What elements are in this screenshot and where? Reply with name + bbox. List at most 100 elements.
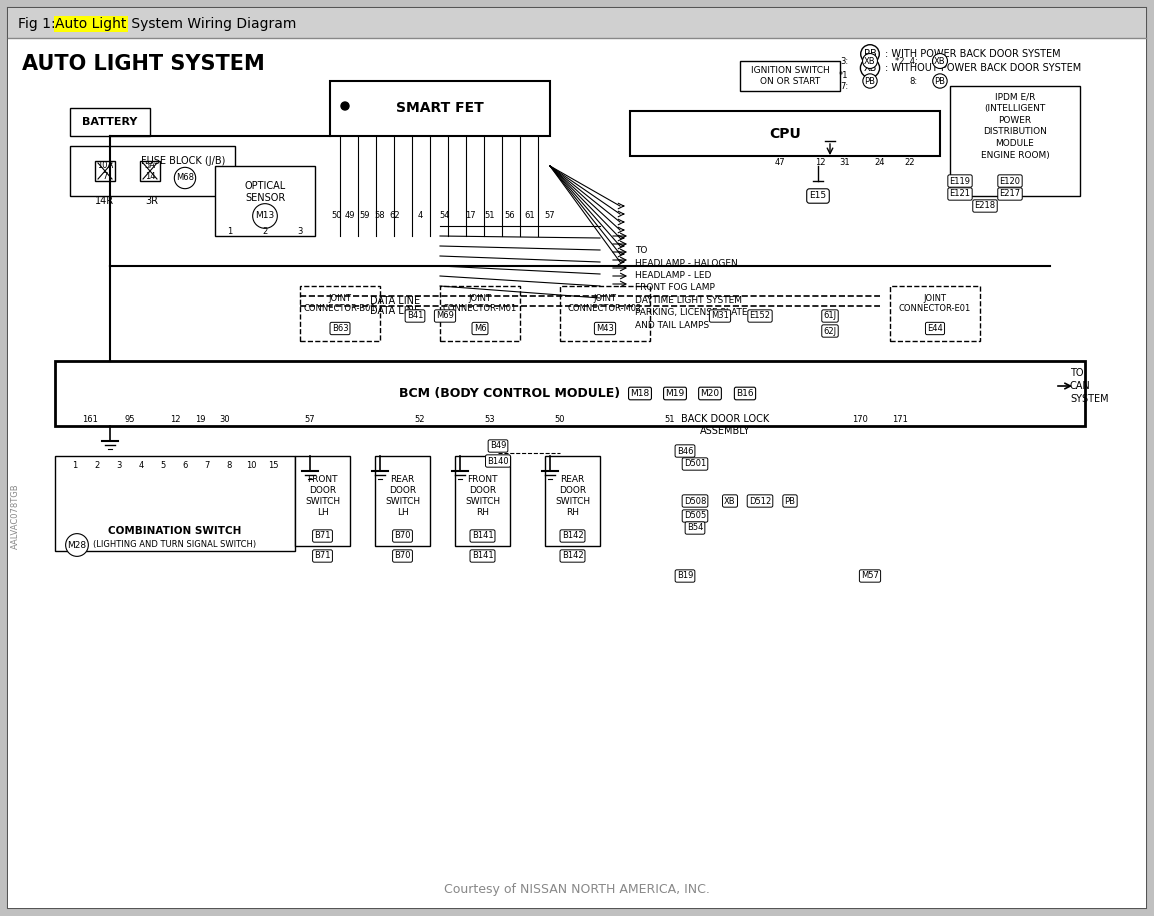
Text: PB: PB: [785, 496, 795, 506]
Text: JOINT
CONNECTOR-E01: JOINT CONNECTOR-E01: [899, 294, 972, 313]
Text: *2  4:: *2 4:: [896, 57, 917, 66]
Text: 50: 50: [331, 212, 343, 221]
Bar: [70, 108, 150, 136]
Text: B54: B54: [687, 524, 703, 532]
Bar: [455, 456, 510, 546]
Text: 57: 57: [545, 212, 555, 221]
Text: M43: M43: [597, 324, 614, 333]
Bar: [295, 456, 350, 546]
Text: 3R: 3R: [145, 196, 158, 206]
Text: AUTO LIGHT SYSTEM: AUTO LIGHT SYSTEM: [22, 54, 264, 74]
Text: 50: 50: [555, 415, 565, 424]
Bar: [215, 166, 315, 236]
Bar: [740, 61, 840, 91]
Text: M19: M19: [666, 389, 684, 398]
Text: SMART FET: SMART FET: [396, 102, 484, 115]
Text: REAR
DOOR
SWITCH
RH: REAR DOOR SWITCH RH: [555, 474, 590, 518]
Text: 4: 4: [138, 461, 143, 470]
Text: 17: 17: [465, 212, 475, 221]
Text: B63: B63: [331, 324, 349, 333]
Text: REAR
DOOR
SWITCH
LH: REAR DOOR SWITCH LH: [385, 474, 420, 518]
Text: JOINT
CONNECTOR-B01: JOINT CONNECTOR-B01: [304, 294, 376, 313]
Text: Fig 1:: Fig 1:: [18, 17, 60, 31]
Text: Courtesy of NISSAN NORTH AMERICA, INC.: Courtesy of NISSAN NORTH AMERICA, INC.: [444, 883, 710, 896]
Text: 171: 171: [892, 415, 908, 424]
Text: XB: XB: [725, 496, 736, 506]
Text: M20: M20: [700, 389, 720, 398]
Text: 1: 1: [73, 461, 77, 470]
Text: 10A
7: 10A 7: [97, 161, 113, 180]
Text: DATA LINE: DATA LINE: [370, 296, 420, 306]
Text: M57: M57: [861, 572, 879, 581]
Text: M68: M68: [177, 173, 194, 182]
Text: E217: E217: [999, 190, 1020, 199]
Text: 170: 170: [852, 415, 868, 424]
Text: E152: E152: [749, 311, 771, 321]
Text: M18: M18: [630, 389, 650, 398]
Text: 31: 31: [840, 158, 850, 167]
Text: 5A
14: 5A 14: [144, 161, 156, 180]
Text: E44: E44: [927, 324, 943, 333]
Bar: [70, 146, 235, 196]
Bar: [560, 286, 650, 341]
Text: 62: 62: [390, 212, 400, 221]
Text: 3:: 3:: [840, 57, 848, 66]
Text: XB: XB: [864, 57, 876, 66]
Text: PB: PB: [863, 49, 876, 59]
Text: 14R: 14R: [96, 196, 114, 206]
Text: FUSE BLOCK (J/B): FUSE BLOCK (J/B): [141, 156, 225, 166]
Text: 8: 8: [226, 461, 232, 470]
Text: E119: E119: [950, 177, 971, 186]
Text: FRONT
DOOR
SWITCH
RH: FRONT DOOR SWITCH RH: [465, 474, 500, 518]
Text: Auto Light: Auto Light: [55, 17, 127, 31]
Text: 15: 15: [268, 461, 278, 470]
Bar: [300, 286, 380, 341]
Bar: [375, 456, 430, 546]
Text: : WITHOUT POWER BACK DOOR SYSTEM: : WITHOUT POWER BACK DOOR SYSTEM: [885, 63, 1081, 73]
Bar: [140, 161, 160, 181]
Text: 58: 58: [375, 212, 385, 221]
Text: M6: M6: [473, 324, 486, 333]
Text: 6: 6: [182, 461, 188, 470]
Text: 2: 2: [262, 226, 268, 235]
Text: PB: PB: [935, 77, 945, 85]
Text: B19: B19: [676, 572, 694, 581]
Text: 12: 12: [815, 158, 825, 167]
Text: B142: B142: [562, 531, 583, 540]
Text: IPDM E/R
(INTELLIGENT
POWER
DISTRIBUTION
MODULE
ENGINE ROOM): IPDM E/R (INTELLIGENT POWER DISTRIBUTION…: [981, 92, 1049, 160]
Text: 51: 51: [485, 212, 495, 221]
Text: E218: E218: [974, 202, 996, 211]
Text: E121: E121: [950, 190, 971, 199]
Bar: [55, 361, 1085, 426]
Text: M28: M28: [67, 540, 87, 550]
Text: (LIGHTING AND TURN SIGNAL SWITCH): (LIGHTING AND TURN SIGNAL SWITCH): [93, 540, 256, 550]
Text: B140: B140: [487, 456, 509, 465]
Text: 5: 5: [160, 461, 166, 470]
Text: 61J: 61J: [824, 311, 837, 321]
Text: 30: 30: [219, 415, 231, 424]
Text: 59: 59: [360, 212, 370, 221]
Text: 19: 19: [195, 415, 205, 424]
Text: XB: XB: [935, 57, 946, 66]
Text: 3: 3: [298, 226, 302, 235]
Text: B71: B71: [314, 531, 331, 540]
Bar: [630, 111, 941, 156]
Text: : WITH POWER BACK DOOR SYSTEM: : WITH POWER BACK DOOR SYSTEM: [885, 49, 1061, 59]
Text: TO
HEADLAMP - HALOGEN
HEADLAMP - LED
FRONT FOG LAMP
DAYTIME LIGHT SYSTEM
PARKING: TO HEADLAMP - HALOGEN HEADLAMP - LED FRO…: [635, 246, 748, 330]
Bar: [890, 286, 980, 341]
Text: JOINT
CONNECTOR-M02: JOINT CONNECTOR-M02: [568, 294, 642, 313]
Text: PB: PB: [864, 77, 876, 85]
Text: BATTERY: BATTERY: [82, 117, 137, 127]
Bar: [545, 456, 600, 546]
Text: *1
7:: *1 7:: [839, 71, 848, 91]
Text: B142: B142: [562, 551, 583, 561]
Text: BACK DOOR LOCK
ASSEMBLY: BACK DOOR LOCK ASSEMBLY: [681, 414, 769, 436]
Bar: [440, 286, 520, 341]
Text: System Wiring Diagram: System Wiring Diagram: [127, 17, 297, 31]
Text: 7: 7: [204, 461, 210, 470]
Text: 54: 54: [440, 212, 450, 221]
Text: 95: 95: [125, 415, 135, 424]
Text: OPTICAL
SENSOR: OPTICAL SENSOR: [245, 181, 286, 203]
Text: 22: 22: [905, 158, 915, 167]
Text: 56: 56: [504, 212, 516, 221]
